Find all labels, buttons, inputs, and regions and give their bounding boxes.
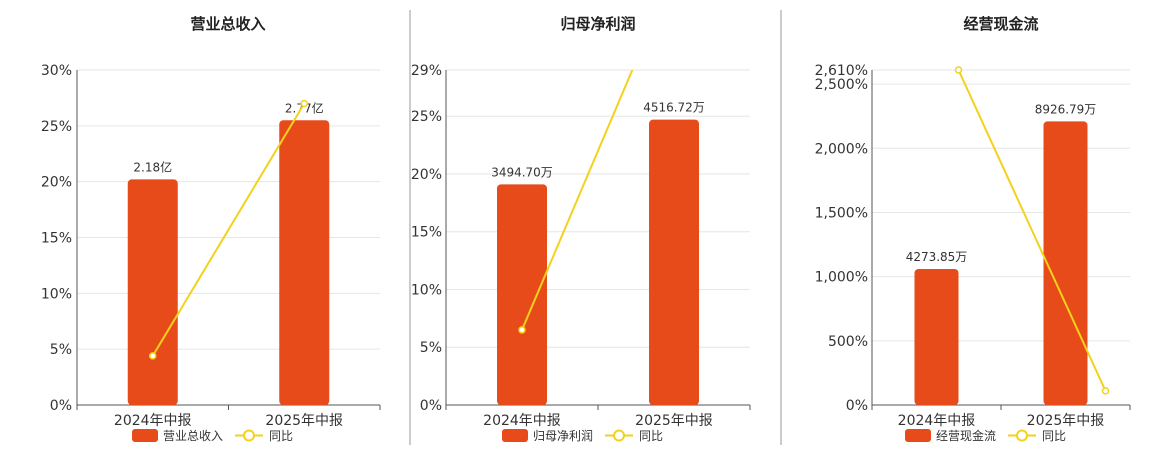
y-tick-label: 0%: [420, 398, 442, 414]
bar-value-label: 4273.85万: [906, 250, 968, 264]
chart-title: 营业总收入: [190, 15, 265, 33]
legend: 经营现金流 同比: [905, 428, 1066, 443]
y-tick-label: 2,500%: [815, 77, 868, 93]
legend-line-marker: [1016, 429, 1028, 442]
legend-bar-swatch: [905, 429, 931, 442]
legend-line-label: 同比: [639, 429, 663, 443]
bar-value-label: 2.18亿: [133, 159, 172, 174]
legend-line-label: 同比: [1042, 429, 1066, 443]
y-tick-label: 25%: [411, 109, 442, 125]
x-tick-label: 2025年中报: [635, 413, 713, 429]
y-tick-label: 0%: [50, 398, 72, 414]
chart-panel-2: 归母净利润 0% 5% 10% 15% 20% 25% 29% 3494.70万 4516.72万…: [411, 15, 751, 443]
x-tick-label: 2025年中报: [1027, 413, 1105, 429]
x-tick-label: 2024年中报: [483, 413, 561, 429]
yoy-line: [957, 70, 1107, 392]
bar: [279, 120, 330, 405]
legend-bar-swatch: [132, 429, 158, 442]
y-tick-label: 5%: [420, 340, 442, 356]
legend-line-marker: [243, 429, 255, 442]
yoy-point: [149, 352, 157, 360]
y-tick-label: 1,500%: [815, 205, 868, 221]
legend: 营业总收入 同比: [132, 429, 293, 443]
yoy-line: [521, 70, 634, 331]
bar: [1043, 121, 1088, 405]
bar-value-label: 8926.79万: [1035, 102, 1097, 116]
chart-title: 经营现金流: [963, 15, 1038, 33]
y-tick-label: 0%: [846, 398, 868, 414]
x-tick-label: 2024年中报: [898, 413, 976, 429]
y-tick-label: 20%: [41, 175, 72, 191]
legend-bar-swatch: [502, 429, 528, 442]
chart-panel-3: 经营现金流 0% 500% 1,000% 1,500% 2,000% 2,500%2,610…: [815, 15, 1131, 443]
legend: 归母净利润 同比: [502, 429, 663, 443]
bar: [649, 119, 699, 405]
chart-title: 归母净利润: [560, 15, 635, 33]
bar-value-label: 4516.72万: [643, 101, 705, 115]
legend-bar-label: 营业总收入: [163, 429, 223, 443]
bar: [127, 179, 178, 405]
y-tick-label: 15%: [41, 231, 72, 247]
y-tick-label: 25%: [41, 119, 72, 135]
legend-line-marker: [613, 429, 625, 442]
yoy-point: [1101, 387, 1110, 395]
yoy-point: [954, 66, 963, 74]
y-tick-label: 5%: [50, 342, 72, 358]
legend-bar-label: 归母净利润: [533, 429, 593, 443]
y-tick-label: 10%: [41, 286, 72, 302]
chart-panel-1: 营业总收入 0% 5% 10% 15% 20% 25% 30% 2.18亿 2.77亿 2024年中…: [41, 15, 381, 443]
bar-value-label: 3494.70万: [491, 165, 553, 179]
yoy-line: [151, 102, 306, 357]
y-tick-label: 30%: [41, 63, 72, 79]
y-tick-label: 2,000%: [815, 141, 868, 157]
y-tick-label: 15%: [411, 225, 442, 241]
yoy-point: [300, 99, 308, 108]
y-tick-label: 10%: [411, 282, 442, 298]
x-tick-label: 2025年中报: [265, 413, 343, 429]
y-tick-label: 500%: [828, 334, 868, 350]
bar-value-label: 2.77亿: [285, 100, 324, 115]
bar: [497, 184, 547, 405]
y-tick-label: 20%: [411, 167, 442, 183]
legend-line-label: 同比: [269, 429, 293, 443]
y-tick-label: 2,610%: [815, 63, 868, 79]
x-tick-label: 2024年中报: [114, 413, 192, 429]
yoy-point: [518, 326, 526, 334]
y-tick-label: 29%: [411, 63, 442, 79]
legend-bar-label: 经营现金流: [936, 428, 996, 443]
bar: [914, 268, 959, 405]
y-tick-label: 1,000%: [815, 270, 868, 286]
